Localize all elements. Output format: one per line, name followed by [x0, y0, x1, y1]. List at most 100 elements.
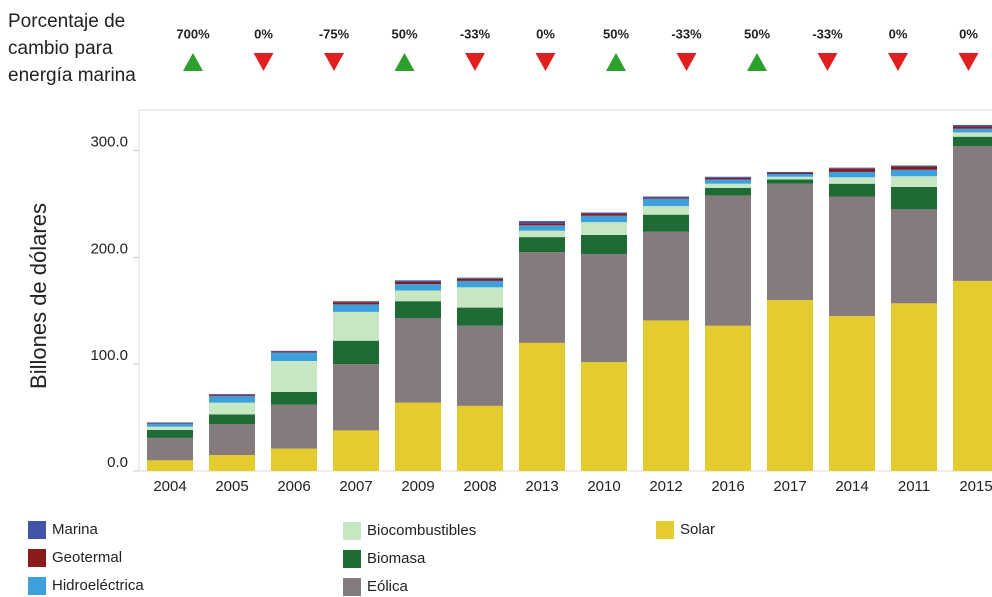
bar-segment [147, 437, 193, 461]
bar-segment [581, 213, 627, 216]
change-label: 50% [744, 26, 770, 41]
x-tick-label: 2012 [649, 478, 682, 495]
bar-segment [457, 405, 503, 471]
legend-swatch [28, 577, 46, 595]
bar-segment [705, 176, 751, 178]
bar-segment [333, 311, 379, 341]
bar-segment [891, 165, 937, 167]
x-tick-label: 2007 [339, 478, 372, 495]
change-label: -33% [460, 26, 491, 41]
bar-segment [643, 206, 689, 215]
bar-segment [395, 284, 441, 291]
bar-segment [767, 171, 813, 174]
x-tick-label: 2010 [587, 478, 620, 495]
bar-segment [395, 280, 441, 282]
bar-segment [705, 179, 751, 184]
bar-segment [891, 176, 937, 187]
bar-segment [643, 320, 689, 471]
y-tick-label: 0.0 [107, 454, 128, 471]
bar-segment [457, 278, 503, 281]
legend-swatch [656, 521, 674, 539]
bar-segment [705, 325, 751, 471]
legend-swatch [343, 578, 361, 596]
change-triangle [817, 53, 838, 71]
change-triangle [253, 53, 274, 71]
x-tick-label: 2011 [898, 478, 930, 495]
change-triangle [324, 53, 344, 71]
x-tick-label: 2008 [463, 478, 496, 495]
x-tick-label: 2015 [959, 478, 992, 495]
annotation-title: cambio para [8, 38, 113, 59]
bar-segment [395, 281, 441, 285]
bar-segment [767, 179, 813, 184]
change-label: 50% [603, 26, 629, 41]
change-triangle [676, 53, 697, 71]
annotation-title: Porcentaje de [8, 11, 125, 32]
change-triangle [747, 53, 767, 71]
legend-label: Marina [52, 521, 99, 538]
bar-segment [767, 174, 813, 177]
bar-segment [829, 168, 875, 172]
bar-segment [519, 221, 565, 224]
bar-segment [147, 422, 193, 423]
legend-swatch [343, 550, 361, 568]
legend-swatch [28, 521, 46, 539]
legend-swatch [28, 549, 46, 567]
legend-label: Solar [680, 521, 715, 538]
bar-segment [643, 214, 689, 232]
bar-segment [829, 316, 875, 471]
bar-segment [209, 402, 255, 415]
change-label: -33% [812, 26, 843, 41]
bar-segment [395, 290, 441, 302]
bar-segment [271, 360, 317, 392]
bar-segment [519, 342, 565, 471]
plot-frame [138, 109, 992, 472]
bar-segment [705, 177, 751, 180]
bar-segment [209, 396, 255, 403]
bar-segment [457, 287, 503, 308]
bar-segment [705, 187, 751, 196]
bar-segment [581, 215, 627, 223]
change-triangle [888, 53, 908, 71]
bar-segment [333, 301, 379, 303]
change-label: -33% [671, 26, 702, 41]
bar-segment [147, 426, 193, 430]
bar-segment [333, 430, 379, 471]
change-label: 700% [176, 26, 210, 41]
x-tick-label: 2013 [525, 478, 558, 495]
bar-segment [953, 146, 992, 281]
bar-segment [581, 222, 627, 235]
legend-label: Biocombustibles [367, 522, 476, 539]
bar-segment [457, 307, 503, 326]
bar-segment [767, 183, 813, 301]
bar-segment [891, 186, 937, 210]
change-triangle [465, 53, 485, 71]
legend-label: Geotermal [52, 549, 122, 566]
bar-segment [271, 448, 317, 471]
x-tick-label: 2017 [773, 478, 806, 495]
bar-segment [581, 362, 627, 471]
bar-segment [333, 340, 379, 365]
bar-segment [643, 197, 689, 199]
x-tick-label: 2016 [711, 478, 744, 495]
change-triangle [394, 53, 415, 71]
change-triangle [606, 53, 626, 71]
bar-segment [519, 252, 565, 343]
bar-segment [767, 300, 813, 471]
y-tick-label: 100.0 [90, 347, 128, 364]
bar-segment [519, 237, 565, 253]
bar-segment [209, 454, 255, 471]
bar-segment [395, 301, 441, 319]
bar-segment [891, 169, 937, 177]
bar-segment [705, 195, 751, 326]
bar-segment [395, 402, 441, 471]
bar-segment [395, 318, 441, 403]
bar-segment [209, 395, 255, 397]
bar-segment [767, 173, 813, 175]
change-label: 0% [536, 26, 555, 41]
bar-segment [891, 303, 937, 471]
x-tick-label: 2009 [401, 478, 434, 495]
bar-segment [333, 364, 379, 431]
bar-segment [457, 277, 503, 279]
